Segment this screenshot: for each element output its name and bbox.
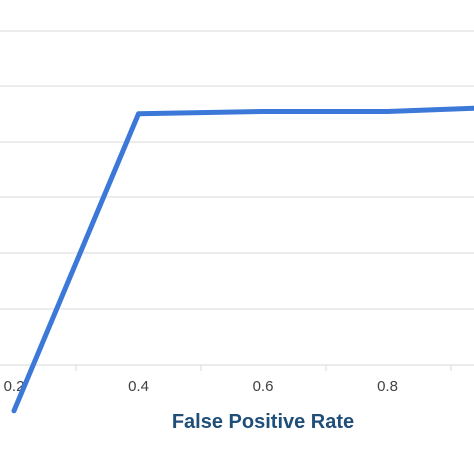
x-tick-label-1: 0.4	[128, 378, 149, 395]
x-axis-ticks: 0.2 0.4 0.6 0.8	[4, 365, 452, 395]
x-tick-label-0: 0.2	[4, 378, 25, 395]
x-tick-label-3: 0.8	[377, 378, 398, 395]
gridlines	[0, 30, 474, 366]
series-line-0	[11, 105, 474, 414]
series-layer	[11, 105, 474, 414]
x-axis-title: False Positive Rate	[172, 411, 354, 433]
x-tick-label-2: 0.6	[253, 378, 274, 395]
